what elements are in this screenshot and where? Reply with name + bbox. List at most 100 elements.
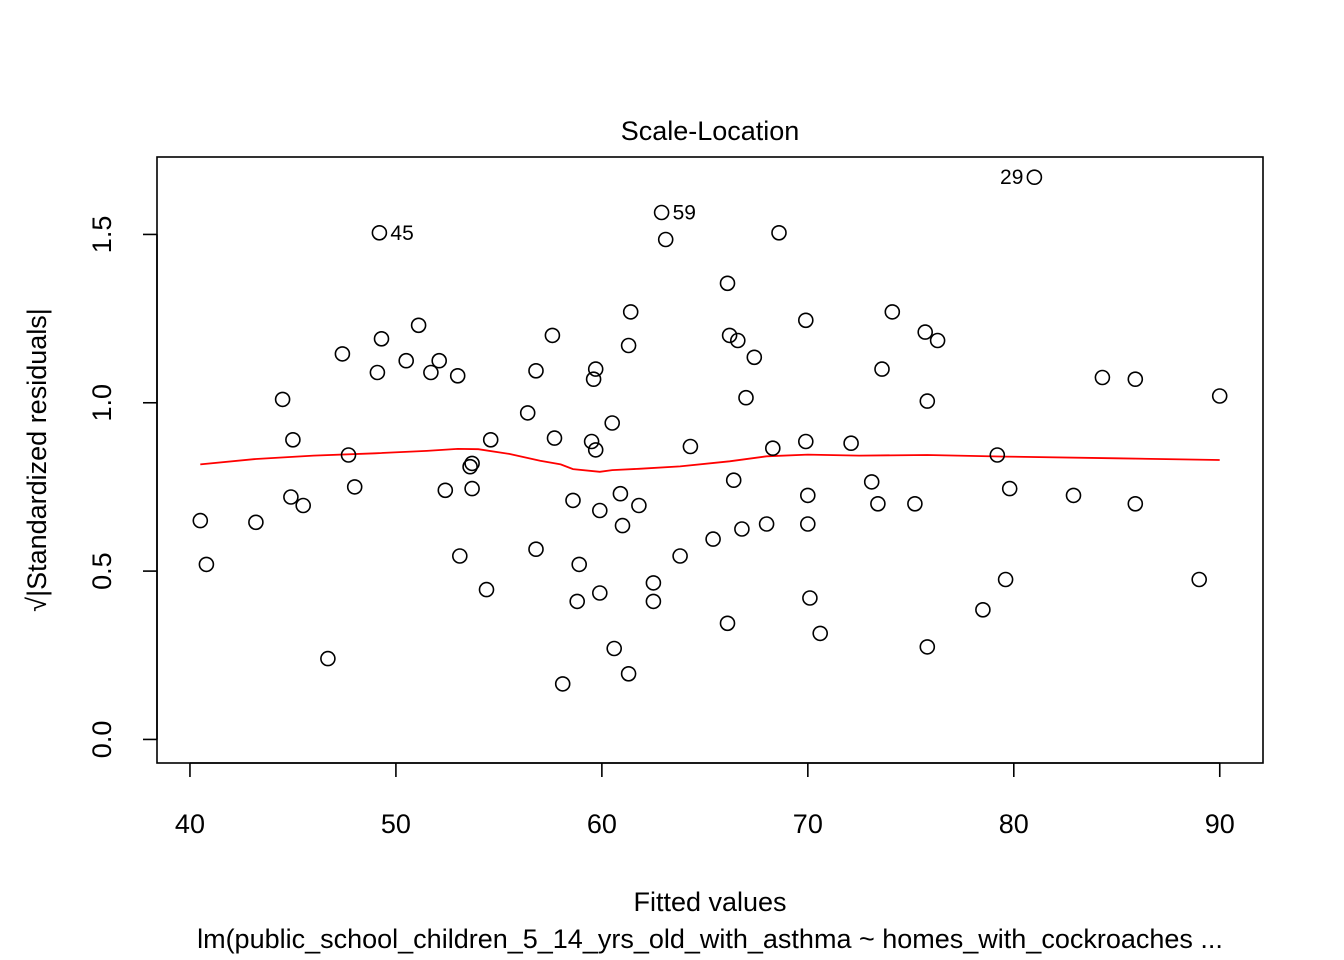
data-point <box>451 548 468 564</box>
data-point <box>1191 571 1207 588</box>
data-point <box>614 517 631 534</box>
data-point <box>620 665 637 682</box>
smoother-line <box>200 447 1220 473</box>
y-tick-label: 1.5 <box>87 216 117 254</box>
data-point <box>371 225 388 241</box>
data-point <box>929 332 946 349</box>
data-point <box>519 405 536 421</box>
data-point <box>591 585 608 601</box>
data-point <box>764 440 781 457</box>
y-axis: 0.0 0.5 1.0 1.5 <box>87 216 158 759</box>
x-tick-label: 50 <box>381 809 411 839</box>
data-point <box>746 349 763 366</box>
plot-frame <box>156 156 1264 764</box>
data-point <box>917 324 934 340</box>
data-point <box>734 521 750 537</box>
x-tick-label: 60 <box>587 809 617 839</box>
y-tick-label: 0.5 <box>87 552 117 590</box>
data-point <box>1127 371 1144 388</box>
data-point <box>705 531 721 547</box>
data-point <box>1127 495 1144 512</box>
data-point <box>874 361 890 377</box>
data-point <box>346 479 363 495</box>
data-point <box>295 497 312 514</box>
data-points <box>192 169 1228 692</box>
data-point <box>989 447 1006 463</box>
data-point <box>884 304 901 320</box>
data-point <box>464 480 480 497</box>
data-point <box>248 514 264 531</box>
data-point <box>645 593 662 610</box>
data-point <box>721 327 738 344</box>
point-annotation-label: 59 <box>673 202 696 225</box>
data-point <box>198 556 215 573</box>
data-point <box>682 438 699 455</box>
data-point <box>657 231 674 248</box>
data-point <box>919 639 936 655</box>
data-point <box>585 371 602 388</box>
data-point <box>725 472 742 489</box>
model-subtitle: lm(public_school_children_5_14_yrs_old_w… <box>197 924 1223 954</box>
data-point <box>975 601 991 618</box>
data-point <box>528 541 544 558</box>
x-tick-label: 80 <box>999 809 1029 839</box>
y-tick-label: 0.0 <box>87 721 117 759</box>
data-point <box>631 497 647 514</box>
data-point <box>583 433 600 450</box>
data-point <box>1094 369 1111 386</box>
data-point <box>369 364 386 381</box>
data-point <box>320 650 336 667</box>
data-point <box>482 431 499 448</box>
data-point <box>719 615 736 632</box>
data-point <box>423 364 439 381</box>
data-point <box>919 393 936 409</box>
data-point <box>1211 388 1228 404</box>
data-point <box>283 489 299 505</box>
data-point <box>462 458 478 475</box>
data-point <box>274 391 291 408</box>
data-point <box>192 512 209 529</box>
data-point <box>729 332 746 349</box>
y-tick-label: 1.0 <box>87 384 117 422</box>
data-point <box>449 367 466 384</box>
chart-title: Scale-Location <box>621 116 800 146</box>
data-point <box>528 362 544 379</box>
x-tick-label: 90 <box>1205 809 1235 839</box>
point-annotation-label: 29 <box>1000 166 1023 189</box>
data-point <box>771 225 787 241</box>
data-point <box>587 361 604 377</box>
data-point <box>565 492 581 509</box>
data-point <box>797 433 814 450</box>
data-point <box>437 482 454 499</box>
y-axis-label: √|Standardized residuals| <box>22 308 52 612</box>
data-point <box>464 455 480 472</box>
data-point <box>606 640 623 657</box>
data-point <box>802 590 818 606</box>
data-point <box>604 415 621 431</box>
x-axis: 40 50 60 70 80 90 <box>175 762 1235 839</box>
data-point <box>587 442 604 458</box>
data-point <box>738 389 754 406</box>
data-point <box>799 516 816 532</box>
data-point <box>478 581 495 598</box>
data-point <box>1065 487 1082 504</box>
data-point <box>863 474 880 490</box>
data-point <box>571 556 588 573</box>
data-point <box>812 625 829 642</box>
data-point <box>622 304 639 320</box>
data-point <box>799 487 816 504</box>
data-point <box>569 593 586 610</box>
data-point <box>554 676 571 692</box>
data-point <box>672 548 688 564</box>
data-point <box>870 495 886 512</box>
x-tick-label: 40 <box>175 809 205 839</box>
x-tick-label: 70 <box>793 809 823 839</box>
data-point <box>285 431 301 448</box>
data-point <box>997 571 1014 588</box>
data-point <box>398 352 415 369</box>
point-annotation-label: 45 <box>390 222 413 245</box>
data-point <box>843 435 859 452</box>
data-point <box>797 312 814 329</box>
data-point <box>612 485 629 502</box>
